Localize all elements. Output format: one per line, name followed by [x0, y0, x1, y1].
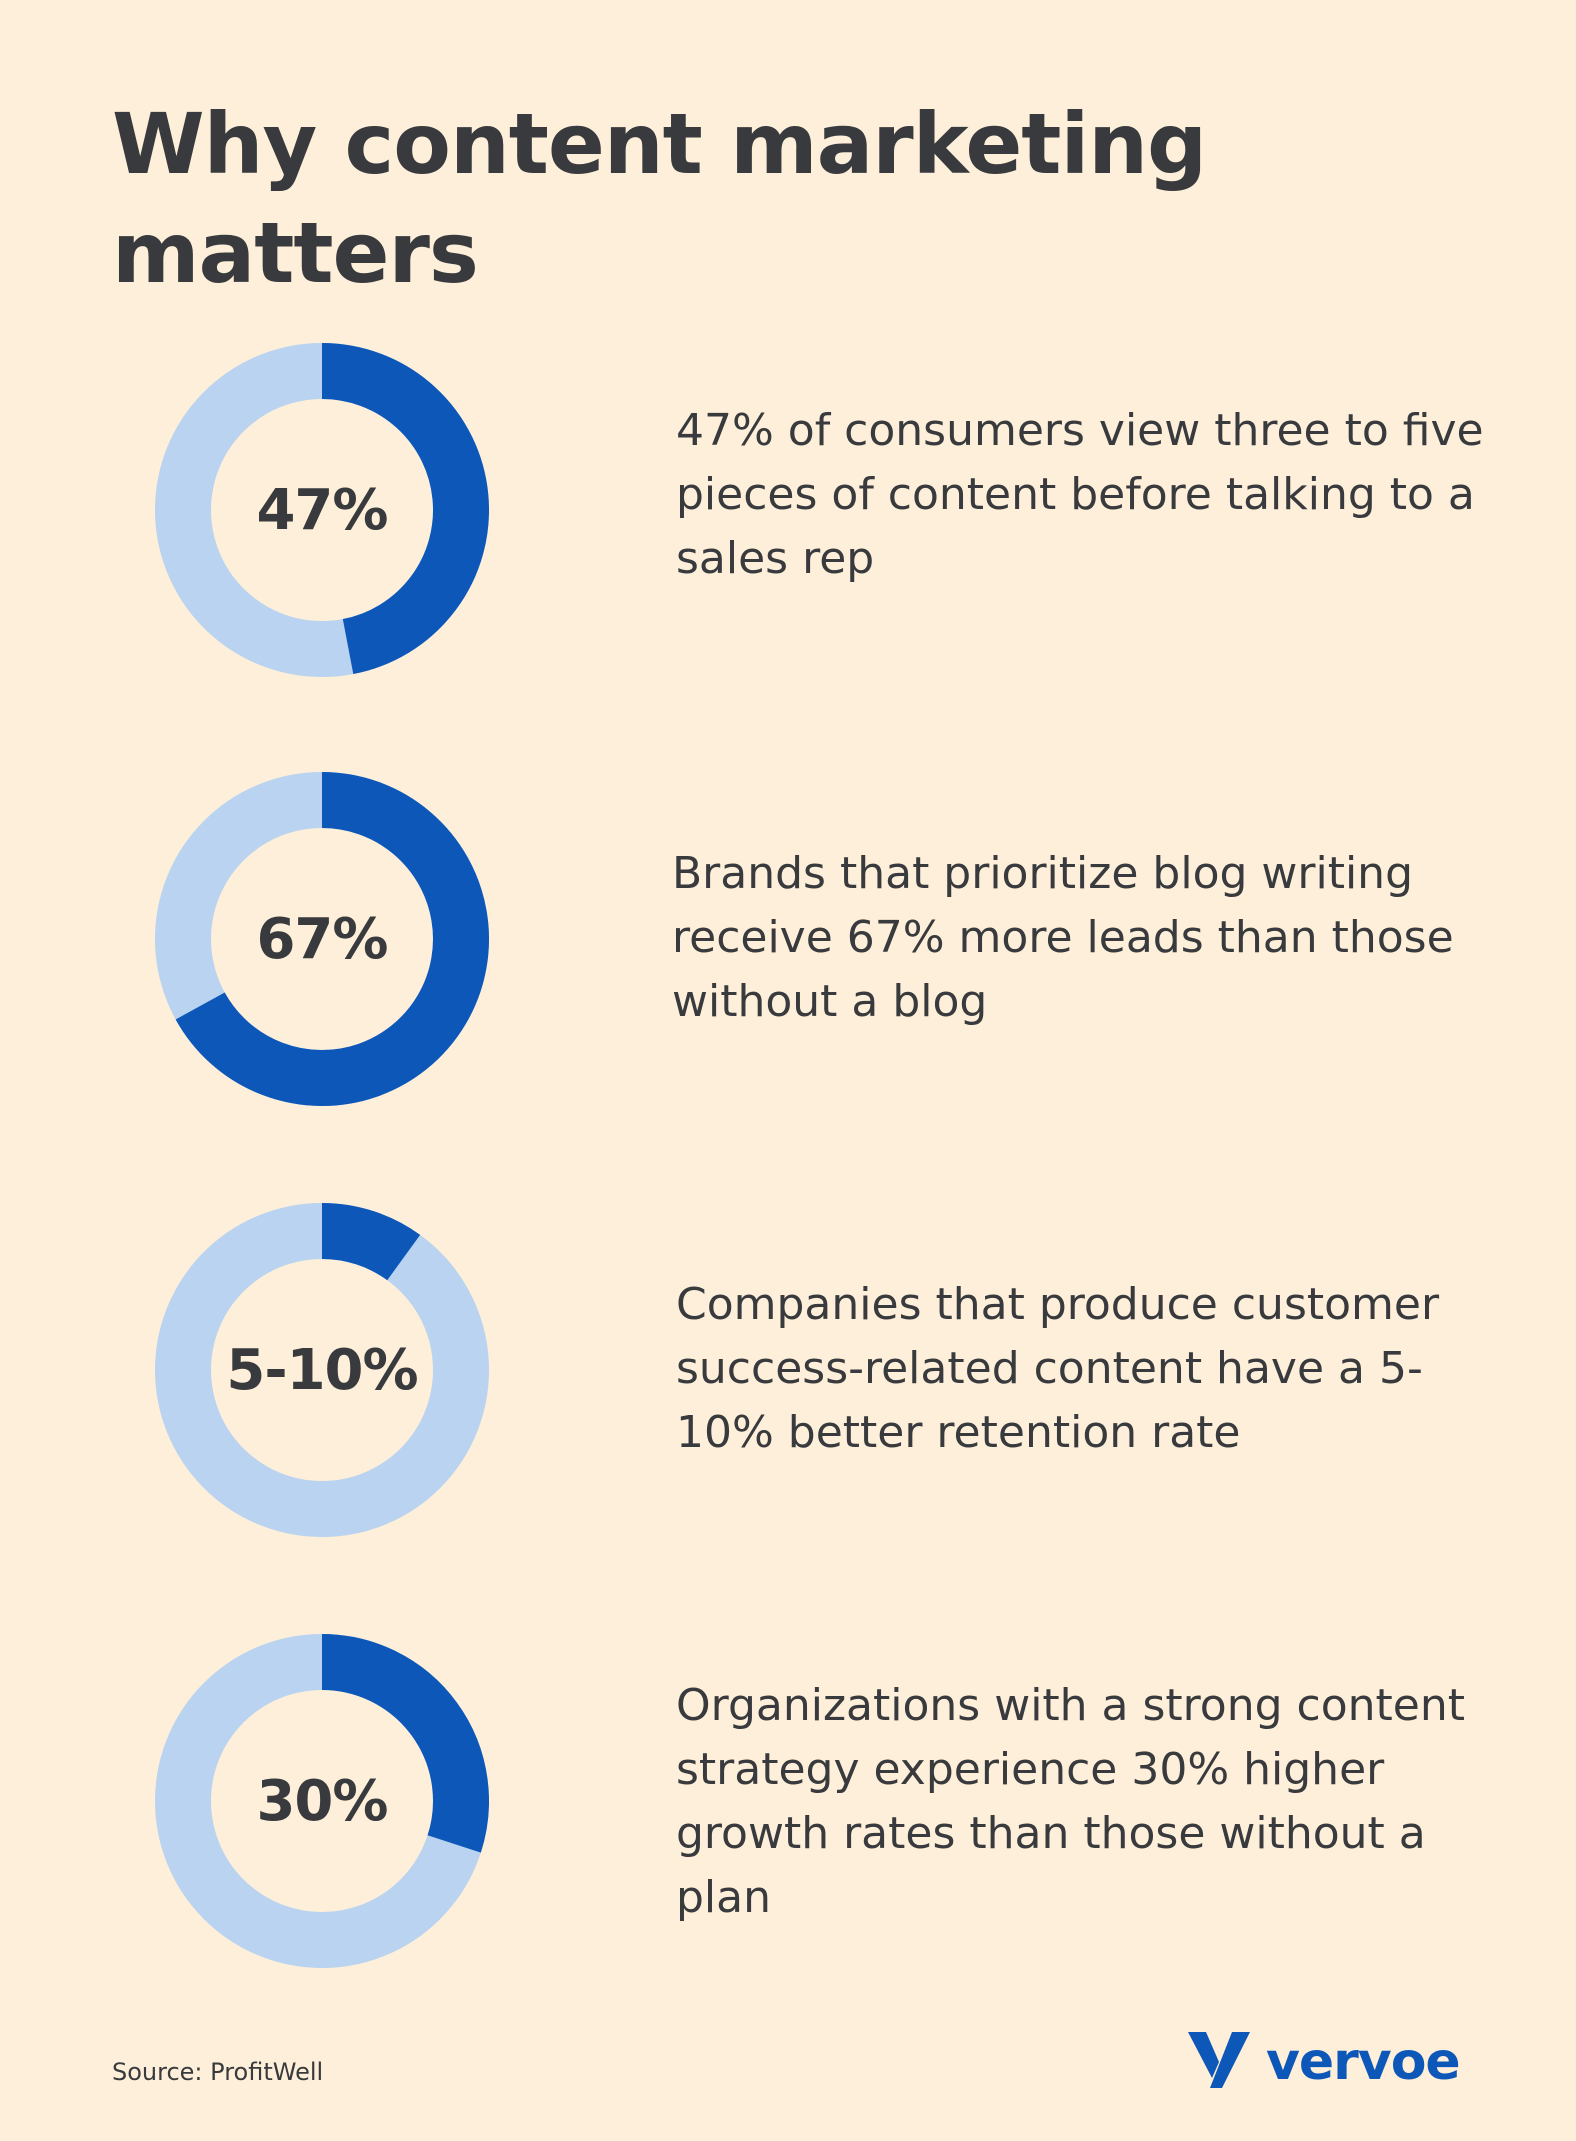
stat-row: 47% 47% of consumers view three to five … [0, 343, 1576, 683]
stat-description: Organizations with a strong content stra… [676, 1680, 1465, 1923]
donut-value-arc [321, 1203, 421, 1281]
donut-svg [155, 1203, 489, 1537]
donut-chart: 67% [155, 772, 489, 1106]
stat-description: Brands that prioritize blog writing rece… [672, 848, 1454, 1027]
logo-wordmark: vervoe [1266, 2032, 1461, 2092]
stat-description: Companies that produce customer success-… [676, 1279, 1440, 1458]
vervoe-v-icon [1188, 2032, 1250, 2092]
stat-row: 67% Brands that prioritize blog writing … [0, 772, 1576, 1112]
donut-svg [155, 343, 489, 677]
stat-description: 47% of consumers view three to five piec… [676, 405, 1484, 584]
donut-value-arc [321, 343, 489, 675]
donut-svg [155, 1634, 489, 1968]
vervoe-logo: vervoe [1188, 2030, 1461, 2094]
donut-value-label: 5-10% [226, 1337, 418, 1403]
donut-value-arc [321, 1634, 489, 1853]
stat-row: 30% Organizations with a strong content … [0, 1634, 1576, 1974]
stat-row: 5-10% Companies that produce customer su… [0, 1203, 1576, 1543]
donut-value-arc [175, 772, 489, 1106]
source-note: Source: ProfitWell [112, 2058, 324, 2086]
donut-value-label: 67% [256, 906, 388, 972]
donut-chart: 47% [155, 343, 489, 677]
donut-svg [155, 772, 489, 1106]
page-title: Why content marketing matters [112, 95, 1207, 303]
donut-value-label: 30% [256, 1768, 388, 1834]
donut-chart: 5-10% [155, 1203, 489, 1537]
donut-chart: 30% [155, 1634, 489, 1968]
donut-value-label: 47% [256, 477, 388, 543]
